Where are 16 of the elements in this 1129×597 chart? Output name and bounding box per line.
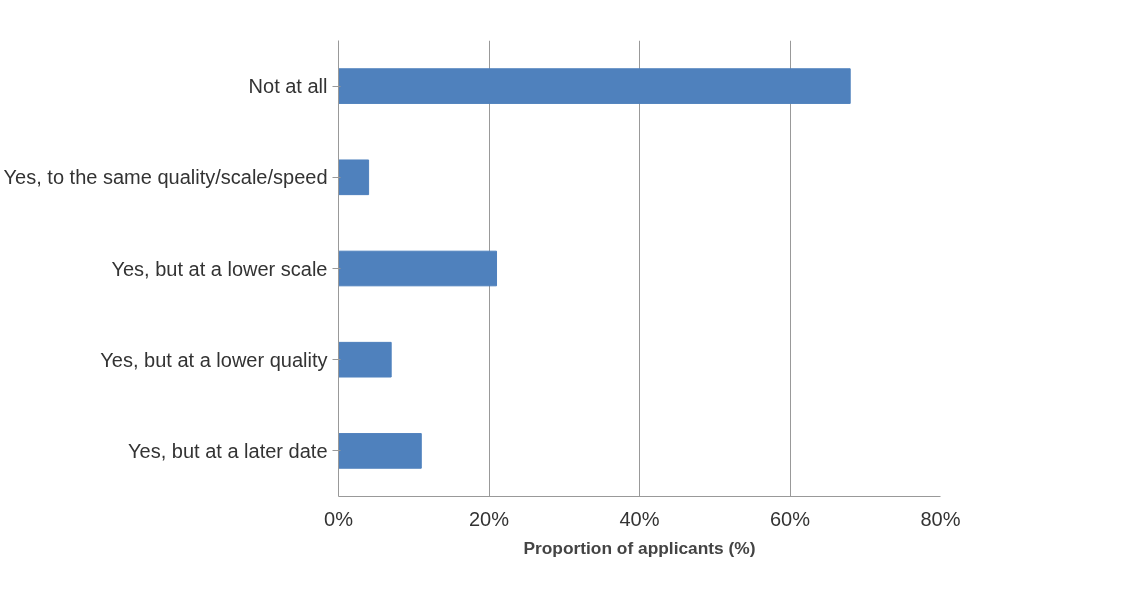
x-tick-label: 0% bbox=[324, 507, 354, 530]
x-tick-label: 40% bbox=[619, 507, 660, 530]
y-tick-label: Yes, but at a lower quality bbox=[100, 348, 328, 371]
bar bbox=[338, 159, 370, 196]
x-axis-title: Proportion of applicants (%) bbox=[523, 537, 756, 558]
x-tick-label: 60% bbox=[769, 507, 811, 530]
y-tick-label: Yes, but at a later date bbox=[128, 439, 328, 462]
bar bbox=[338, 341, 392, 378]
x-tick-label: 80% bbox=[920, 507, 961, 530]
x-tick-label: 20% bbox=[468, 507, 510, 530]
bar bbox=[338, 250, 498, 287]
y-tick-label: Yes, to the same quality/scale/speed bbox=[3, 166, 328, 189]
y-tick-label: Yes, but at a lower scale bbox=[111, 257, 328, 280]
bar bbox=[338, 433, 422, 469]
y-tick-label: Not at all bbox=[248, 75, 328, 98]
bar bbox=[338, 68, 851, 104]
